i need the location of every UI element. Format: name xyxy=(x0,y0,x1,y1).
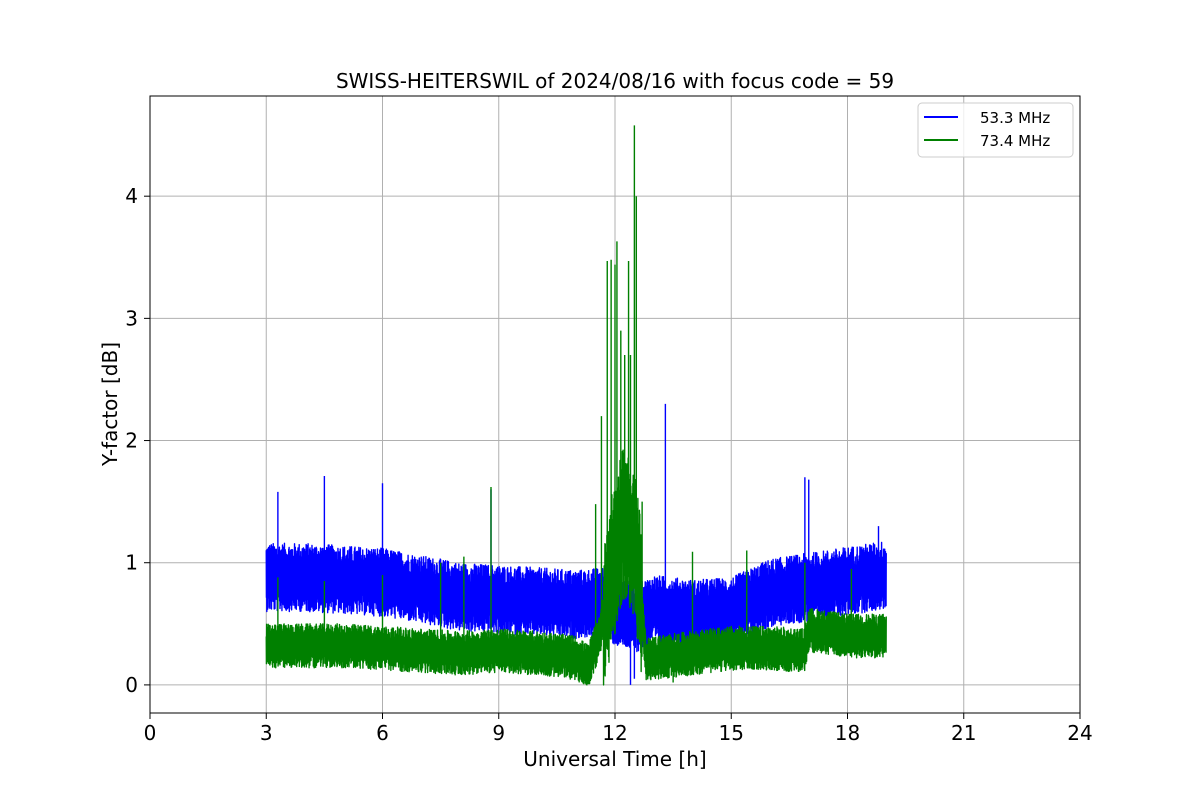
series-layer xyxy=(265,125,887,686)
x-tick-label: 3 xyxy=(260,721,273,745)
x-tick-label: 18 xyxy=(835,721,860,745)
y-tick-label: 2 xyxy=(125,429,138,453)
y-tick-label: 0 xyxy=(125,673,138,697)
y-tick-label: 1 xyxy=(125,551,138,575)
legend-label-53mhz: 53.3 MHz xyxy=(980,109,1050,127)
chart-title: SWISS-HEITERSWIL of 2024/08/16 with focu… xyxy=(336,69,894,93)
x-tick-label: 9 xyxy=(492,721,505,745)
x-tick-label: 0 xyxy=(144,721,157,745)
x-tick-label: 15 xyxy=(719,721,744,745)
y-axis-label: Y-factor [dB] xyxy=(98,342,122,467)
x-tick-label: 12 xyxy=(602,721,627,745)
legend: 53.3 MHz 73.4 MHz xyxy=(917,102,1074,158)
legend-label-73mhz: 73.4 MHz xyxy=(980,132,1050,150)
x-tick-label: 6 xyxy=(376,721,389,745)
y-tick-label: 4 xyxy=(125,184,138,208)
plot-area xyxy=(265,125,887,686)
y-axis-ticks: 0 1 2 3 4 xyxy=(125,184,150,697)
x-axis-ticks: 0 3 6 9 12 15 18 21 24 xyxy=(144,713,1093,745)
x-tick-label: 24 xyxy=(1067,721,1092,745)
series-line-73-4-mhz xyxy=(265,125,887,686)
x-axis-label: Universal Time [h] xyxy=(523,747,706,771)
y-tick-label: 3 xyxy=(125,306,138,330)
x-tick-label: 21 xyxy=(951,721,976,745)
